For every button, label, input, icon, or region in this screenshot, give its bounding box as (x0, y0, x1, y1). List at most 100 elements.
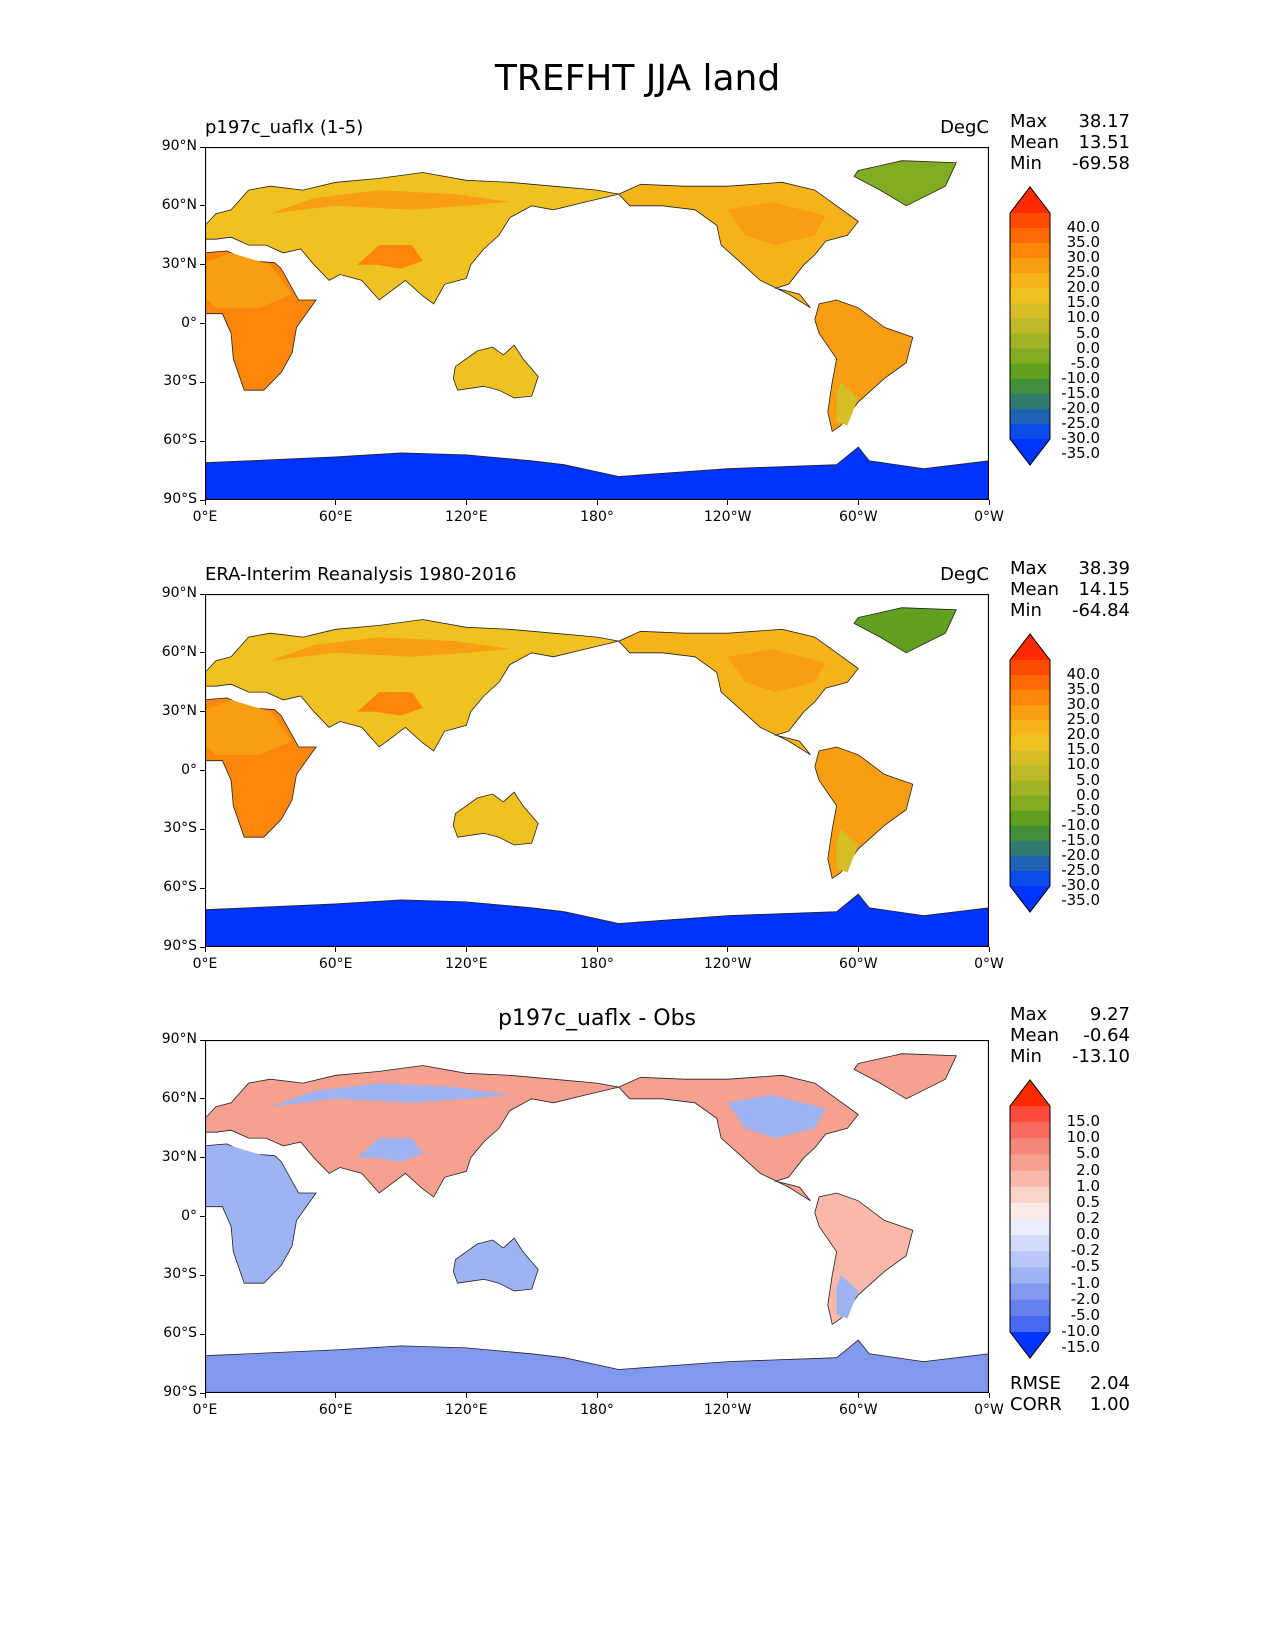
colorbar-tick-label: 1.0 (1076, 1176, 1100, 1195)
panel-units-2: DegC (940, 564, 989, 585)
colorbar-tick-label: -5.0 (1070, 800, 1100, 819)
colorbar-tick-label: -0.2 (1070, 1241, 1100, 1260)
colorbar-swatch (1010, 690, 1050, 706)
map-plot-1 (205, 147, 989, 500)
region-eurasia-3 (357, 1138, 423, 1162)
x-tick-mark (465, 947, 467, 952)
colorbar-extend-min (1010, 886, 1050, 912)
colorbar-swatch (1010, 660, 1050, 676)
stat-label-min-3: Min (1010, 1046, 1042, 1067)
y-tick-label: 90°N (161, 138, 197, 154)
colorbar-tick-label: 10.0 (1066, 308, 1100, 327)
y-tick-mark (200, 499, 205, 501)
colorbar-tick-label: 0.5 (1076, 1192, 1100, 1211)
colorbar-swatch (1010, 1106, 1050, 1123)
stat-label-rmse: RMSE (1010, 1373, 1061, 1394)
x-tick-label: 120°W (703, 1402, 752, 1418)
colorbar-tick-label: 5.0 (1076, 770, 1100, 789)
colorbar-tick-label: -30.0 (1061, 876, 1100, 894)
colorbar-swatch (1010, 810, 1050, 827)
colorbar-swatch (1010, 378, 1050, 395)
colorbar-swatch (1010, 855, 1050, 872)
x-tick-mark (988, 1393, 990, 1398)
y-tick-mark (200, 770, 205, 771)
x-tick-mark (988, 500, 990, 505)
region-north-america-2 (727, 201, 826, 246)
colorbar-tick-label: 5.0 (1076, 1144, 1100, 1163)
colorbar-tick-label: 30.0 (1066, 695, 1100, 714)
colorbar-3 (1009, 1079, 1051, 1359)
colorbar-swatch (1010, 393, 1050, 410)
x-tick-label: 0°W (974, 509, 1004, 525)
y-tick-mark (200, 440, 205, 442)
x-tick-label: 60°E (318, 509, 353, 525)
colorbar-swatch (1010, 825, 1050, 842)
y-tick-mark (200, 264, 205, 266)
region-eurasia-3 (357, 245, 423, 269)
x-tick-mark (335, 500, 337, 505)
region-south-america-2 (836, 829, 859, 873)
colorbar-extend-max (1010, 634, 1050, 660)
stat-value-max-1: 38.17 (1078, 111, 1130, 132)
stat-value-mean-2: 14.15 (1078, 579, 1130, 600)
colorbar-tick-label: 40.0 (1066, 665, 1100, 684)
colorbar-swatch (1010, 1299, 1050, 1317)
y-tick-label: 30°N (161, 255, 197, 272)
y-tick-label: 90°S (163, 938, 197, 954)
colorbar-tick-label: -5.0 (1070, 353, 1100, 372)
stat-value-mean-1: 13.51 (1078, 132, 1130, 153)
colorbar-tick-label: 10.0 (1066, 1128, 1100, 1147)
x-tick-label: 60°W (838, 1402, 878, 1418)
region-australia-1 (452, 1237, 539, 1292)
colorbar-tick-label: 35.0 (1066, 680, 1100, 699)
colorbar-extend-min (1010, 439, 1050, 465)
colorbar-swatch (1010, 273, 1050, 289)
colorbar-swatch (1010, 720, 1050, 736)
colorbar-swatch (1010, 213, 1050, 229)
y-tick-label: 60°N (161, 196, 197, 213)
x-tick-label: 0°E (192, 1402, 218, 1418)
colorbar-swatch (1010, 363, 1050, 380)
colorbar-tick-label: -0.5 (1070, 1257, 1100, 1276)
colorbar-tick-label: 20.0 (1066, 725, 1100, 744)
region-africa-2 (205, 699, 293, 755)
colorbar-swatch (1010, 348, 1050, 365)
colorbar-swatch (1010, 840, 1050, 857)
colorbar-tick-label: 0.0 (1076, 338, 1100, 357)
colorbar-tick-label: 35.0 (1066, 233, 1100, 252)
region-africa-2 (205, 252, 293, 308)
region-antarctica-1 (205, 446, 989, 500)
colorbar-tick-label: -35.0 (1061, 444, 1100, 463)
colorbar-swatch (1010, 1251, 1050, 1268)
colorbar-tick-label: -25.0 (1061, 860, 1100, 879)
colorbar-extend-min (1010, 1332, 1050, 1358)
map-plot-2 (205, 594, 989, 947)
colorbar-swatch (1010, 870, 1050, 887)
colorbar-swatch (1010, 675, 1050, 691)
colorbar-tick-label: 0.0 (1076, 1225, 1100, 1244)
panel-title-3: p197c_uaflx - Obs (497, 1006, 697, 1031)
x-tick-mark (335, 1393, 337, 1398)
y-tick-mark (200, 205, 205, 207)
colorbar-extend-max (1010, 187, 1050, 213)
colorbar-swatch (1010, 288, 1050, 304)
colorbar-swatch (1010, 1202, 1050, 1220)
colorbar-swatch (1010, 423, 1050, 440)
colorbar-tick-label: 40.0 (1066, 218, 1100, 237)
stat-value-rmse: 2.04 (1089, 1373, 1130, 1394)
region-greenland-1 (853, 1053, 957, 1100)
colorbar-tick-label: 0.2 (1076, 1209, 1100, 1227)
region-antarctica-1 (205, 893, 989, 947)
y-tick-label: 60°N (161, 643, 197, 660)
x-tick-mark (988, 947, 990, 952)
colorbar-tick-label: 5.0 (1076, 323, 1100, 342)
colorbar-tick-label: -20.0 (1061, 845, 1100, 864)
region-antarctica-1 (205, 1339, 989, 1393)
colorbar-tick-label: 10.0 (1066, 755, 1100, 774)
region-eurasia-3 (357, 692, 423, 716)
y-tick-mark (200, 711, 205, 713)
colorbar-tick-label: -10.0 (1061, 815, 1100, 834)
y-tick-label: 30°S (163, 373, 197, 390)
stat-label-corr: CORR (1010, 1394, 1062, 1415)
y-tick-mark (200, 146, 205, 148)
